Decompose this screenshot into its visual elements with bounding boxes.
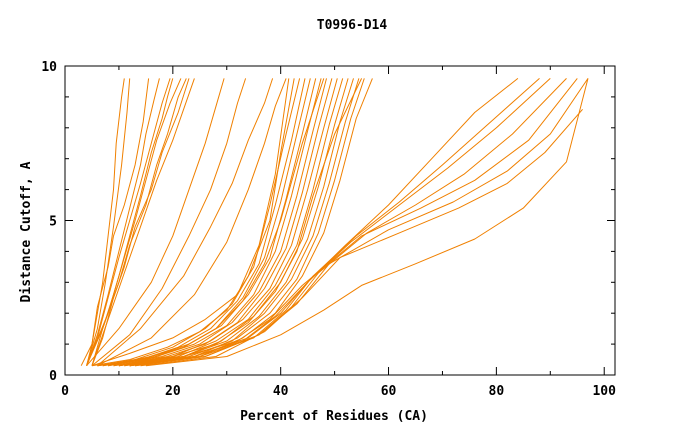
- series-line-11: [86, 78, 225, 367]
- series-line-26: [118, 78, 349, 367]
- y-axis-label: Distance Cutoff, A: [19, 161, 34, 302]
- x-tick-label: 100: [592, 384, 616, 399]
- series-line-21: [108, 78, 322, 367]
- x-tick-label: 80: [489, 384, 505, 399]
- x-axis-label: Percent of Residues (CA): [240, 409, 428, 424]
- series-line-3: [86, 78, 150, 366]
- series-line-29: [129, 78, 365, 367]
- series-line-33: [129, 78, 519, 367]
- series-line-27: [124, 78, 354, 367]
- series-line-37: [118, 78, 578, 367]
- series-line-10: [91, 78, 195, 366]
- series-line-14: [97, 78, 287, 367]
- series-line-9: [86, 78, 160, 366]
- y-tick-label: 5: [49, 215, 57, 230]
- series-line-28: [129, 78, 360, 367]
- series-line-8: [91, 78, 182, 366]
- series-line-23: [113, 78, 333, 367]
- y-tick-label: 0: [49, 369, 57, 384]
- series-line-40: [145, 78, 589, 367]
- axis-ticks: 0 20 40 60 80 100 0 5 10: [41, 60, 616, 399]
- series-line-15: [91, 78, 290, 367]
- x-tick-label: 20: [165, 384, 181, 399]
- series-line-22: [108, 78, 327, 367]
- series-line-24: [113, 78, 338, 367]
- series-line-13: [97, 78, 274, 367]
- series-line-32: [118, 78, 363, 367]
- series-line-35: [124, 78, 551, 367]
- series-line-12: [91, 78, 247, 367]
- chart-title: T0996-D14: [317, 18, 388, 33]
- x-tick-label: 60: [381, 384, 397, 399]
- series-lines: [80, 78, 589, 367]
- x-tick-label: 40: [273, 384, 289, 399]
- series-line-31: [97, 78, 325, 367]
- series-line-39: [140, 108, 583, 367]
- series-line-34: [129, 78, 540, 367]
- series-line-38: [129, 78, 589, 367]
- series-line-4: [86, 78, 171, 366]
- x-tick-label: 0: [61, 384, 69, 399]
- series-line-17: [97, 78, 301, 367]
- plot-frame: [64, 65, 616, 376]
- y-tick-label: 10: [41, 60, 57, 75]
- series-line-2: [86, 78, 131, 366]
